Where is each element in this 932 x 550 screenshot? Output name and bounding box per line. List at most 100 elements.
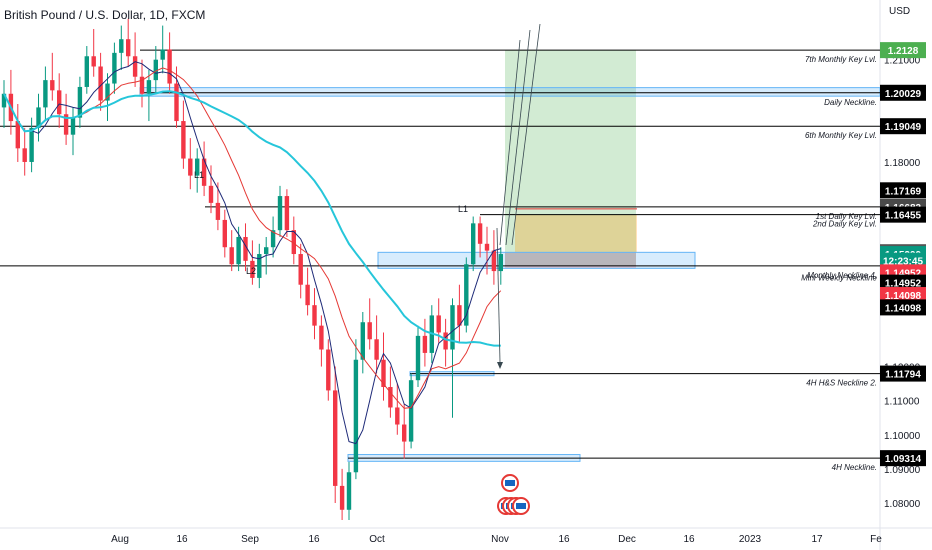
pattern-label: L1	[194, 170, 204, 180]
key-level-label: Monthly Neckline 4.	[807, 271, 877, 280]
chart-title: British Pound / U.S. Dollar, 1D, FXCM	[4, 8, 206, 22]
candle-body	[160, 49, 165, 60]
candle-body	[422, 335, 428, 353]
candle-body	[98, 66, 103, 101]
date-tick-label: Oct	[369, 534, 385, 545]
candle-body	[250, 260, 255, 278]
candle-body	[153, 59, 158, 81]
candle-body	[57, 90, 62, 115]
date-tick-label: 16	[683, 534, 695, 545]
price-tag-badge	[880, 182, 926, 199]
candle-body	[464, 264, 469, 326]
price-tag-badge	[880, 274, 926, 291]
key-level-label: 2nd Daily Key Lvl.	[812, 220, 877, 229]
candle-body	[374, 339, 379, 360]
price-tag-text: 1.16455	[885, 211, 922, 222]
candle-body	[1, 93, 7, 108]
projection-arrow-line	[496, 227, 501, 363]
candle-body	[174, 83, 179, 122]
candle-body	[77, 86, 83, 118]
candle-body	[70, 117, 76, 135]
candle-body	[471, 223, 476, 265]
candle-body	[264, 247, 269, 255]
date-tick-label: 16	[308, 534, 320, 545]
candle-body	[43, 80, 48, 108]
price-tag-badge	[880, 118, 926, 135]
price-tag-text: 1.14098	[885, 291, 922, 302]
candle-body	[298, 254, 303, 285]
moving-average-line	[3, 90, 501, 347]
price-tick-label: 1.11000	[884, 397, 920, 408]
key-level-label: 6th Monthly Key Lvl.	[805, 131, 877, 140]
candle-body	[201, 158, 207, 186]
price-tag-text: 1.09314	[885, 454, 922, 465]
candle-body	[339, 485, 345, 510]
candle-body	[291, 230, 296, 255]
candle-body	[195, 158, 200, 176]
candle-body	[119, 39, 124, 53]
currency-label[interactable]: USD	[889, 6, 911, 17]
date-tick-label: 17	[811, 534, 823, 545]
candle-body	[477, 223, 483, 244]
price-tag-text: 1.14098	[885, 303, 922, 314]
price-tag-text: 12:23:45	[883, 257, 923, 268]
candle-body	[167, 49, 172, 84]
projection-arrow-line	[505, 29, 531, 246]
price-tag-badge	[880, 365, 926, 382]
price-tag-badge	[880, 42, 926, 59]
candle-body	[312, 305, 317, 326]
candle-body	[457, 305, 462, 326]
projection-arrow-line	[511, 23, 541, 246]
date-tick-label: Aug	[111, 534, 129, 545]
candle-body	[408, 380, 414, 442]
price-tag-text: 1.2128	[888, 46, 919, 57]
candle-body	[402, 424, 407, 442]
candle-body	[243, 236, 248, 261]
candle-body	[84, 56, 89, 87]
date-tick-label: Nov	[491, 534, 509, 545]
zone-label: Mini Weekly Neckline	[801, 273, 877, 282]
candle-body	[360, 322, 365, 360]
candle-body	[126, 39, 131, 57]
price-tick-label: 1.21000	[884, 56, 921, 67]
position-stop-zone	[505, 252, 636, 268]
candle-body	[50, 80, 55, 91]
candle-body	[436, 315, 441, 333]
candle-body	[443, 332, 448, 350]
projection-arrow-line	[499, 39, 521, 246]
key-level-label: 4H Neckline.	[832, 463, 877, 472]
price-tag-badge	[880, 84, 926, 101]
demand-zone	[139, 87, 881, 97]
candle-body	[484, 243, 490, 251]
projection-arrow-head	[497, 362, 503, 369]
candle-body	[415, 335, 421, 381]
price-tick-label: 1.08000	[884, 499, 921, 510]
candle-body	[326, 349, 331, 391]
us-uk-flag-icon	[505, 480, 515, 486]
candle-body	[319, 325, 324, 350]
candle-body	[112, 52, 117, 84]
price-tick-label: 1.10000	[884, 431, 921, 442]
candle-body	[277, 196, 283, 231]
candle-body	[257, 254, 262, 278]
date-tick-label: Fe	[870, 534, 882, 545]
candle-body	[36, 107, 41, 128]
position-reward-zone	[515, 214, 637, 253]
moving-average-line	[3, 67, 502, 409]
candle-body	[353, 359, 359, 473]
candle-body	[146, 80, 152, 94]
candle-body	[105, 83, 110, 101]
us-uk-flag-icon	[516, 503, 526, 509]
key-level-label: Daily Neckline.	[824, 98, 877, 107]
price-tag-text: 1.11794	[885, 370, 921, 381]
position-target-zone	[505, 50, 636, 266]
candle-body	[346, 472, 352, 510]
candle-body	[498, 254, 503, 272]
date-tick-label: Dec	[618, 534, 636, 545]
candle-body	[139, 76, 145, 94]
key-level-label: 7th Monthly Key Lvl.	[805, 55, 877, 64]
key-level-label: 4H H&S Neckline 2.	[806, 379, 877, 388]
candle-body	[270, 230, 276, 248]
